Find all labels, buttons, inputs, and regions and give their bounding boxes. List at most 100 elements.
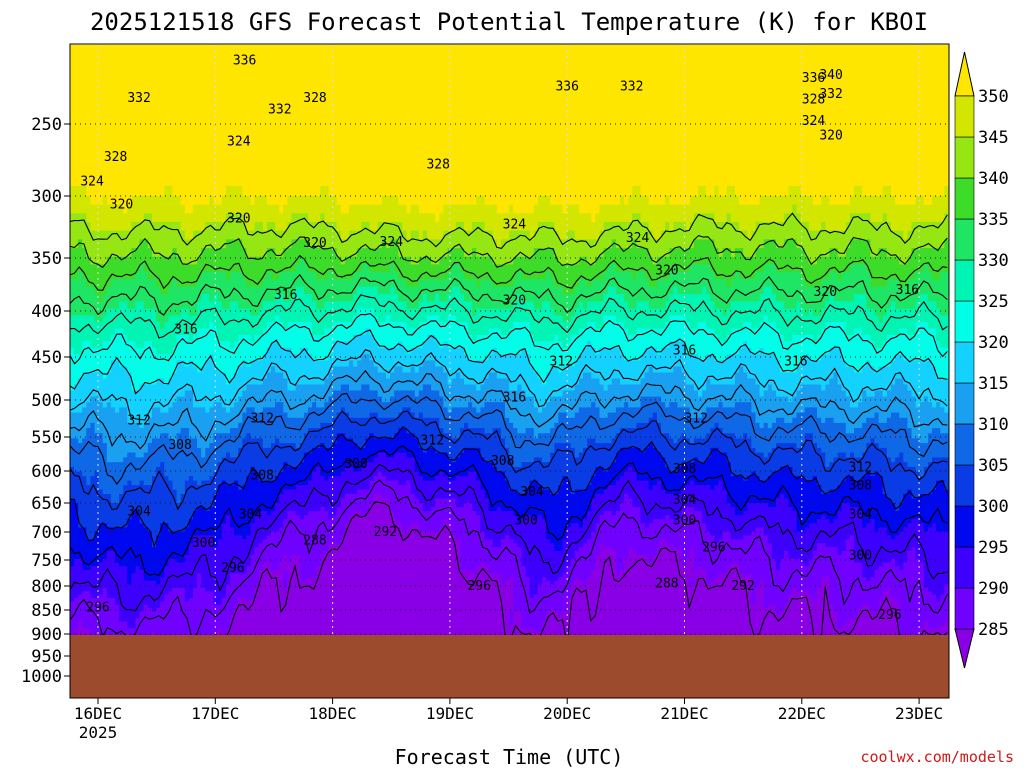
field-cell bbox=[406, 428, 444, 434]
field-cell bbox=[529, 591, 539, 596]
colorbar-label: 300 bbox=[978, 497, 1009, 517]
field-cell bbox=[386, 452, 395, 458]
field-cell bbox=[176, 279, 198, 288]
field-cell bbox=[644, 347, 658, 355]
field-cell bbox=[615, 558, 625, 564]
field-cell bbox=[706, 433, 736, 439]
field-cell bbox=[796, 443, 802, 449]
field-cell bbox=[837, 624, 843, 629]
field-cell bbox=[542, 628, 900, 633]
field-cell bbox=[94, 535, 153, 540]
field-cell bbox=[652, 366, 674, 374]
field-cell bbox=[410, 407, 449, 414]
credit-link[interactable]: coolwx.com/models bbox=[860, 748, 1014, 766]
field-cell bbox=[70, 135, 949, 147]
field-cell bbox=[123, 204, 128, 214]
field-cell bbox=[681, 462, 732, 468]
field-cell bbox=[472, 308, 477, 317]
field-cell bbox=[455, 498, 490, 504]
field-cell bbox=[271, 562, 280, 567]
field-cell bbox=[936, 480, 945, 486]
field-cell bbox=[698, 322, 707, 329]
field-cell bbox=[70, 562, 75, 567]
field-cell bbox=[217, 328, 264, 336]
field-cell bbox=[845, 621, 900, 626]
field-cell bbox=[862, 604, 871, 609]
field-cell bbox=[184, 489, 219, 495]
field-cell bbox=[242, 535, 247, 540]
field-cell bbox=[275, 476, 313, 482]
field-cell bbox=[254, 587, 514, 592]
y-tick-label: 350 bbox=[31, 249, 62, 269]
field-cell bbox=[201, 452, 206, 458]
field-cell bbox=[476, 407, 481, 414]
field-cell bbox=[447, 452, 461, 458]
field-cell bbox=[542, 624, 839, 629]
field-cell bbox=[899, 621, 925, 626]
field-cell bbox=[763, 422, 769, 429]
field-cell bbox=[944, 621, 949, 626]
field-cell bbox=[279, 527, 346, 533]
field-cell bbox=[854, 185, 863, 197]
field-cell bbox=[525, 515, 535, 520]
field-cell bbox=[476, 476, 506, 482]
field-cell bbox=[459, 555, 523, 560]
field-cell bbox=[603, 543, 662, 548]
field-cell bbox=[459, 543, 494, 548]
field-cell bbox=[468, 328, 490, 336]
field-cell bbox=[418, 527, 440, 533]
field-cell bbox=[70, 614, 120, 619]
field-cell bbox=[895, 354, 904, 361]
field-cell bbox=[915, 551, 949, 556]
field-cell bbox=[152, 480, 174, 486]
field-cell bbox=[143, 608, 153, 613]
field-cell bbox=[923, 527, 929, 533]
field-cell bbox=[287, 573, 301, 578]
field-cell bbox=[854, 476, 863, 482]
colorbar-swatch bbox=[954, 95, 975, 138]
field-cell bbox=[800, 558, 810, 564]
field-cell bbox=[603, 294, 625, 302]
colorbar-swatch bbox=[954, 177, 975, 220]
field-cell bbox=[279, 438, 305, 444]
field-cell bbox=[652, 230, 662, 240]
field-cell bbox=[344, 531, 453, 536]
field-cell bbox=[447, 476, 457, 482]
field-cell bbox=[94, 471, 100, 477]
field-cell bbox=[755, 594, 765, 599]
contour-label: 332 bbox=[819, 87, 842, 102]
field-cell bbox=[172, 372, 227, 380]
field-cell bbox=[156, 543, 190, 548]
field-cell bbox=[266, 535, 342, 540]
field-cell bbox=[484, 562, 522, 567]
field-cell bbox=[776, 604, 785, 609]
field-cell bbox=[70, 54, 949, 66]
field-cell bbox=[570, 315, 605, 323]
field-cell bbox=[874, 573, 925, 578]
field-cell bbox=[119, 618, 137, 623]
field-cell bbox=[767, 535, 851, 540]
field-cell bbox=[476, 196, 486, 206]
field-cell bbox=[394, 452, 408, 458]
field-cell bbox=[587, 341, 592, 349]
field-cell bbox=[693, 577, 707, 582]
field-cell bbox=[74, 347, 83, 355]
field-cell bbox=[862, 366, 876, 374]
field-cell bbox=[570, 443, 588, 449]
field-cell bbox=[254, 519, 284, 524]
field-cell bbox=[821, 279, 872, 288]
field-cell bbox=[788, 555, 814, 560]
field-cell bbox=[673, 286, 679, 295]
field-cell bbox=[320, 422, 440, 429]
field-cell bbox=[574, 412, 600, 419]
field-cell bbox=[632, 547, 658, 552]
field-cell bbox=[542, 301, 551, 310]
field-cell bbox=[710, 485, 715, 491]
field-cell bbox=[513, 594, 531, 599]
field-cell bbox=[829, 347, 843, 355]
field-cell bbox=[476, 384, 481, 392]
field-cell bbox=[726, 308, 806, 317]
field-cell bbox=[726, 569, 740, 575]
field-cell bbox=[492, 539, 502, 544]
field-cell bbox=[829, 378, 839, 386]
